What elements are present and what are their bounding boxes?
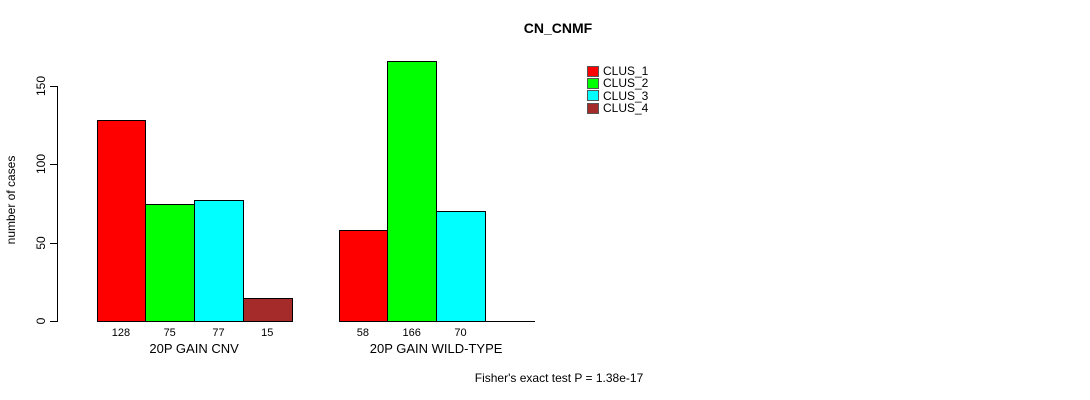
bar-clus_1-1 [96, 120, 147, 322]
y-axis-tick-label: 150 [34, 75, 48, 97]
bar-clus_3-1 [194, 200, 244, 322]
fisher-test-annotation: Fisher's exact test P = 1.38e-17 [474, 371, 644, 385]
bar-clus_1-2 [338, 230, 389, 322]
legend-swatch-clus_1 [587, 65, 599, 77]
chart-title: CN_CNMF [523, 20, 593, 36]
legend-label: CLUS_4 [603, 101, 649, 116]
legend-item: CLUS_4 [587, 102, 648, 114]
y-axis-tick [50, 242, 57, 244]
bar-value-label: 77 [212, 327, 225, 339]
legend-item: CLUS_3 [587, 90, 648, 102]
bar-value-label: 75 [163, 327, 176, 339]
bar-clus_3-2 [436, 211, 486, 322]
legend-item: CLUS_2 [587, 77, 648, 89]
y-axis-tick [50, 86, 57, 87]
bar-clus_4-1 [242, 297, 293, 322]
y-axis-tick [50, 164, 57, 166]
legend-label: CLUS_2 [603, 76, 649, 91]
bar-value-label: 70 [454, 327, 467, 339]
legend-swatch-clus_3 [587, 90, 599, 102]
legend-swatch-clus_4 [587, 102, 599, 114]
y-axis-tick-label: 100 [34, 154, 48, 175]
legend-item: CLUS_1 [587, 65, 648, 77]
bar-clus_2-1 [145, 203, 196, 322]
bar-value-label: 15 [261, 327, 274, 339]
legend: CLUS_1 CLUS_2 CLUS_3 CLUS_4 [587, 65, 648, 114]
bar-clus_2-2 [387, 60, 438, 322]
legend-label: CLUS_1 [603, 64, 649, 79]
legend-swatch-clus_2 [587, 77, 599, 89]
y-axis-tick-label: 50 [34, 235, 48, 250]
y-axis-label: number of cases [4, 155, 18, 245]
x-axis-group-label: 20P GAIN CNV [149, 341, 239, 356]
y-axis-tick [50, 321, 57, 322]
bar-value-label: 166 [402, 327, 421, 339]
y-axis-line [57, 86, 58, 322]
x-axis-group-label: 20P GAIN WILD-TYPE [369, 341, 503, 356]
y-axis-tick-label: 0 [34, 317, 48, 325]
legend-label: CLUS_3 [603, 88, 649, 103]
bar-value-label: 58 [356, 327, 370, 339]
bar-value-label: 128 [111, 327, 131, 339]
